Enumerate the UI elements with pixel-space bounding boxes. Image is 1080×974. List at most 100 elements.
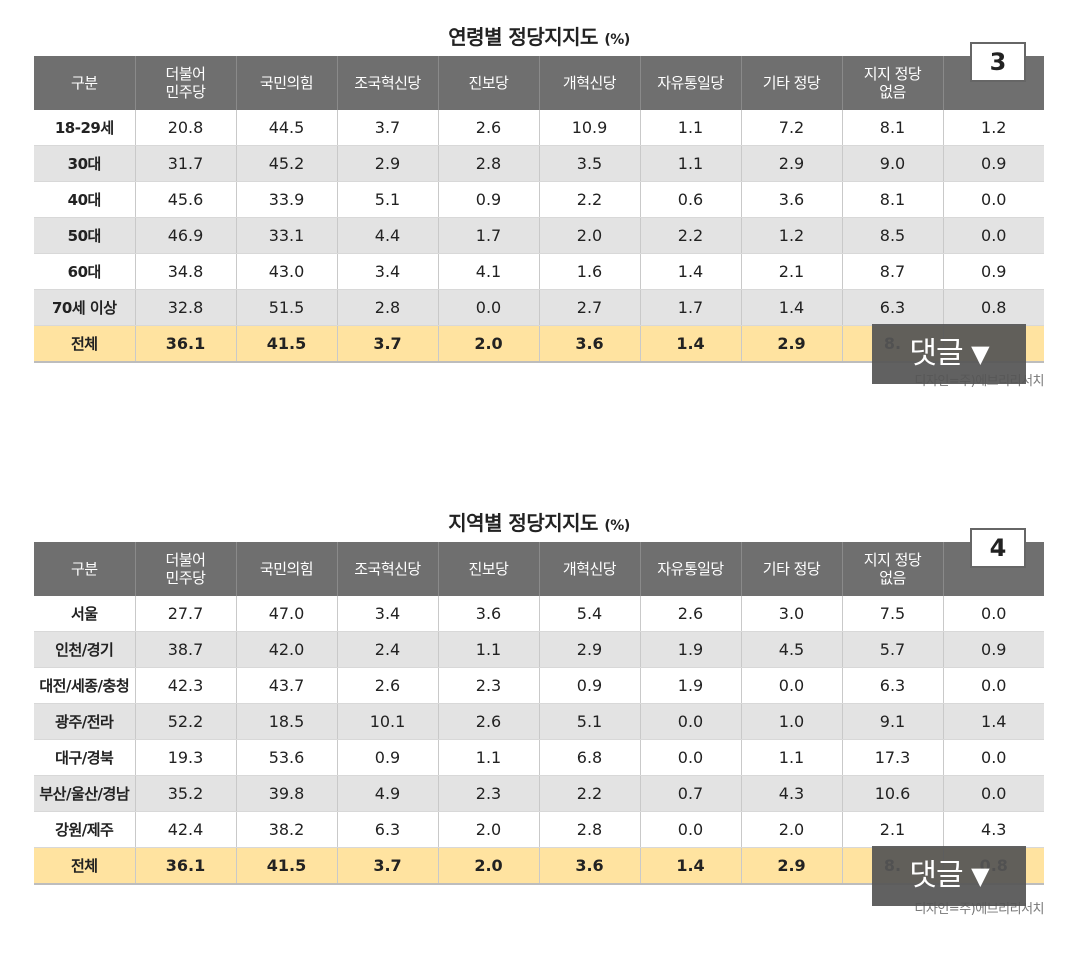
table-cell: 45.2 [236,145,338,182]
table-cell: 33.9 [236,181,338,218]
table-cell: 1.2 [741,217,843,254]
table-cell: 38.2 [236,811,338,848]
table-cell: 2.0 [741,811,843,848]
row-label: 서울 [34,596,136,632]
table-cell: 6.3 [842,289,944,326]
column-header: 조국혁신당 [337,56,439,110]
column-header: 지지 정당 없음 [842,56,944,110]
table-cell: 31.7 [135,145,237,182]
table-cell: 17.3 [842,739,944,776]
table-cell: 1.4 [640,253,742,290]
table-cell: 3.4 [337,596,439,632]
header-row: 구분 더불어 민주당 국민의힘 조국혁신당 진보당 개혁신당 자유통일당 기타 정당 지지 정당… [34,542,1044,596]
table-cell: 0.9 [943,145,1044,182]
table-cell: 3.6 [539,847,641,885]
table-cell: 45.6 [135,181,237,218]
table-cell: 0.9 [438,181,540,218]
table-cell: 0.0 [943,596,1044,632]
table-cell: 0.9 [337,739,439,776]
table-cell: 2.9 [741,847,843,885]
table-cell: 36.1 [135,325,237,363]
table-cell: 7.2 [741,110,843,146]
row-label: 대구/경북 [34,739,136,776]
table-cell: 34.8 [135,253,237,290]
table-cell: 33.1 [236,217,338,254]
table-cell: 2.1 [842,811,944,848]
table-cell: 0.0 [943,739,1044,776]
table-cell: 6.8 [539,739,641,776]
table-cell: 1.4 [741,289,843,326]
table-cell: 0.0 [943,775,1044,812]
table-cell: 2.2 [539,775,641,812]
table-cell: 1.1 [438,739,540,776]
table-cell: 42.3 [135,667,237,704]
table-cell: 2.8 [438,145,540,182]
table-cell: 2.0 [438,847,540,885]
row-label: 60대 [34,253,136,290]
table-cell: 4.5 [741,631,843,668]
column-header: 자유통일당 [640,542,742,596]
age-table-title: 연령별 정당지지도 (%) [34,22,1044,56]
table-cell: 4.4 [337,217,439,254]
table-cell: 43.0 [236,253,338,290]
table-cell: 2.3 [438,667,540,704]
table-cell: 2.9 [539,631,641,668]
table-cell: 19.3 [135,739,237,776]
table-cell: 0.0 [943,181,1044,218]
table-cell: 41.5 [236,325,338,363]
table-cell: 2.2 [640,217,742,254]
table-cell: 2.6 [640,596,742,632]
column-header: 자유통일당 [640,56,742,110]
table-cell: 38.7 [135,631,237,668]
table-cell: 0.9 [539,667,641,704]
row-label: 70세 이상 [34,289,136,326]
table-row: 대전/세종/충청 42.3 43.7 2.6 2.3 0.9 1.9 0.0 6.3 0.0 [34,667,1044,704]
table-cell: 0.0 [943,217,1044,254]
table-cell: 3.7 [337,325,439,363]
age-support-table: 구분 더불어 민주당 국민의힘 조국혁신당 진보당 개혁신당 자유통일당 기타 정당 지지 정당… [34,56,1044,363]
table-cell: 1.1 [438,631,540,668]
table-unit: (%) [604,518,630,534]
table-cell: 5.1 [539,703,641,740]
table-cell: 6.3 [337,811,439,848]
table-cell: 5.1 [337,181,439,218]
table-cell: 2.7 [539,289,641,326]
row-label: 인천/경기 [34,631,136,668]
table-row: 인천/경기 38.7 42.0 2.4 1.1 2.9 1.9 4.5 5.7 0.9 [34,631,1044,668]
table-cell: 10.6 [842,775,944,812]
table-cell: 1.2 [943,110,1044,146]
page-number-badge: 3 [970,42,1026,82]
table-row: 70세 이상 32.8 51.5 2.8 0.0 2.7 1.7 1.4 6.3 0.8 [34,289,1044,326]
table-cell: 1.1 [640,110,742,146]
column-header: 기타 정당 [741,56,843,110]
column-header: 진보당 [438,542,540,596]
row-label: 전체 [34,847,136,885]
table-cell: 20.8 [135,110,237,146]
table-cell: 2.0 [438,325,540,363]
table-cell: 51.5 [236,289,338,326]
table-cell: 2.9 [741,145,843,182]
table-cell: 2.9 [741,325,843,363]
column-header: 지지 정당 없음 [842,542,944,596]
row-label: 18-29세 [34,110,136,146]
table-cell: 8.7 [842,253,944,290]
table-cell: 47.0 [236,596,338,632]
table-cell: 2.8 [337,289,439,326]
table-cell: 7.5 [842,596,944,632]
table-cell: 2.0 [539,217,641,254]
table-cell: 53.6 [236,739,338,776]
table-cell: 0.7 [640,775,742,812]
table-cell: 4.9 [337,775,439,812]
comment-button[interactable]: 댓글 ▼ [872,324,1026,384]
column-header: 기타 정당 [741,542,843,596]
comment-button[interactable]: 댓글 ▼ [872,846,1026,906]
table-cell: 8.5 [842,217,944,254]
column-header: 개혁신당 [539,56,641,110]
table-cell: 8.1 [842,181,944,218]
region-table-title: 지역별 정당지지도 (%) [34,508,1044,542]
table-cell: 3.6 [438,596,540,632]
table-cell: 1.1 [741,739,843,776]
table-cell: 8.1 [842,110,944,146]
table-cell: 9.1 [842,703,944,740]
table-cell: 4.3 [943,811,1044,848]
